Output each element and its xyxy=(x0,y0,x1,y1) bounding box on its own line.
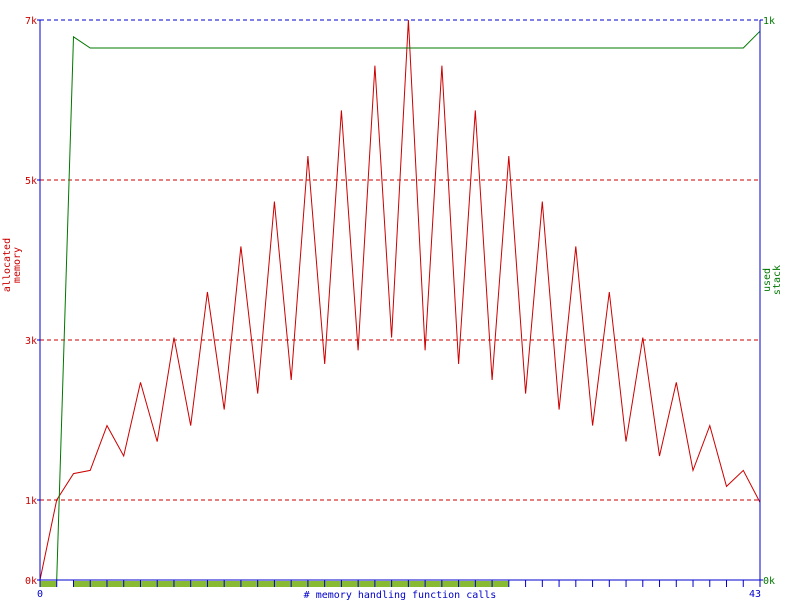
right-tick-label-0: 0k xyxy=(763,576,775,587)
left-axis-title-line2: memory xyxy=(12,247,23,283)
x-axis-title: # memory handling function calls xyxy=(304,590,497,600)
event-bar-segment-0 xyxy=(40,581,57,587)
left-tick-label-1: 1k xyxy=(25,496,37,507)
x-tick-label-start: 0 xyxy=(37,589,43,600)
left-axis-title-line1: allocated xyxy=(2,238,13,292)
left-tick-label-3: 5k xyxy=(25,176,37,187)
right-axis-title-line2: stack xyxy=(772,265,783,295)
right-axis-title-line1: used xyxy=(762,268,773,292)
left-tick-label-2: 3k xyxy=(25,336,37,347)
axes xyxy=(37,19,763,587)
series-line-allocated-memory xyxy=(39,19,761,581)
x-tick-label-end: 43 xyxy=(749,589,761,600)
left-tick-label-0: 0k xyxy=(25,576,37,587)
right-tick-label-1: 1k xyxy=(763,16,775,27)
plot-area xyxy=(40,20,760,580)
left-tick-label-4: 7k xyxy=(25,16,37,27)
